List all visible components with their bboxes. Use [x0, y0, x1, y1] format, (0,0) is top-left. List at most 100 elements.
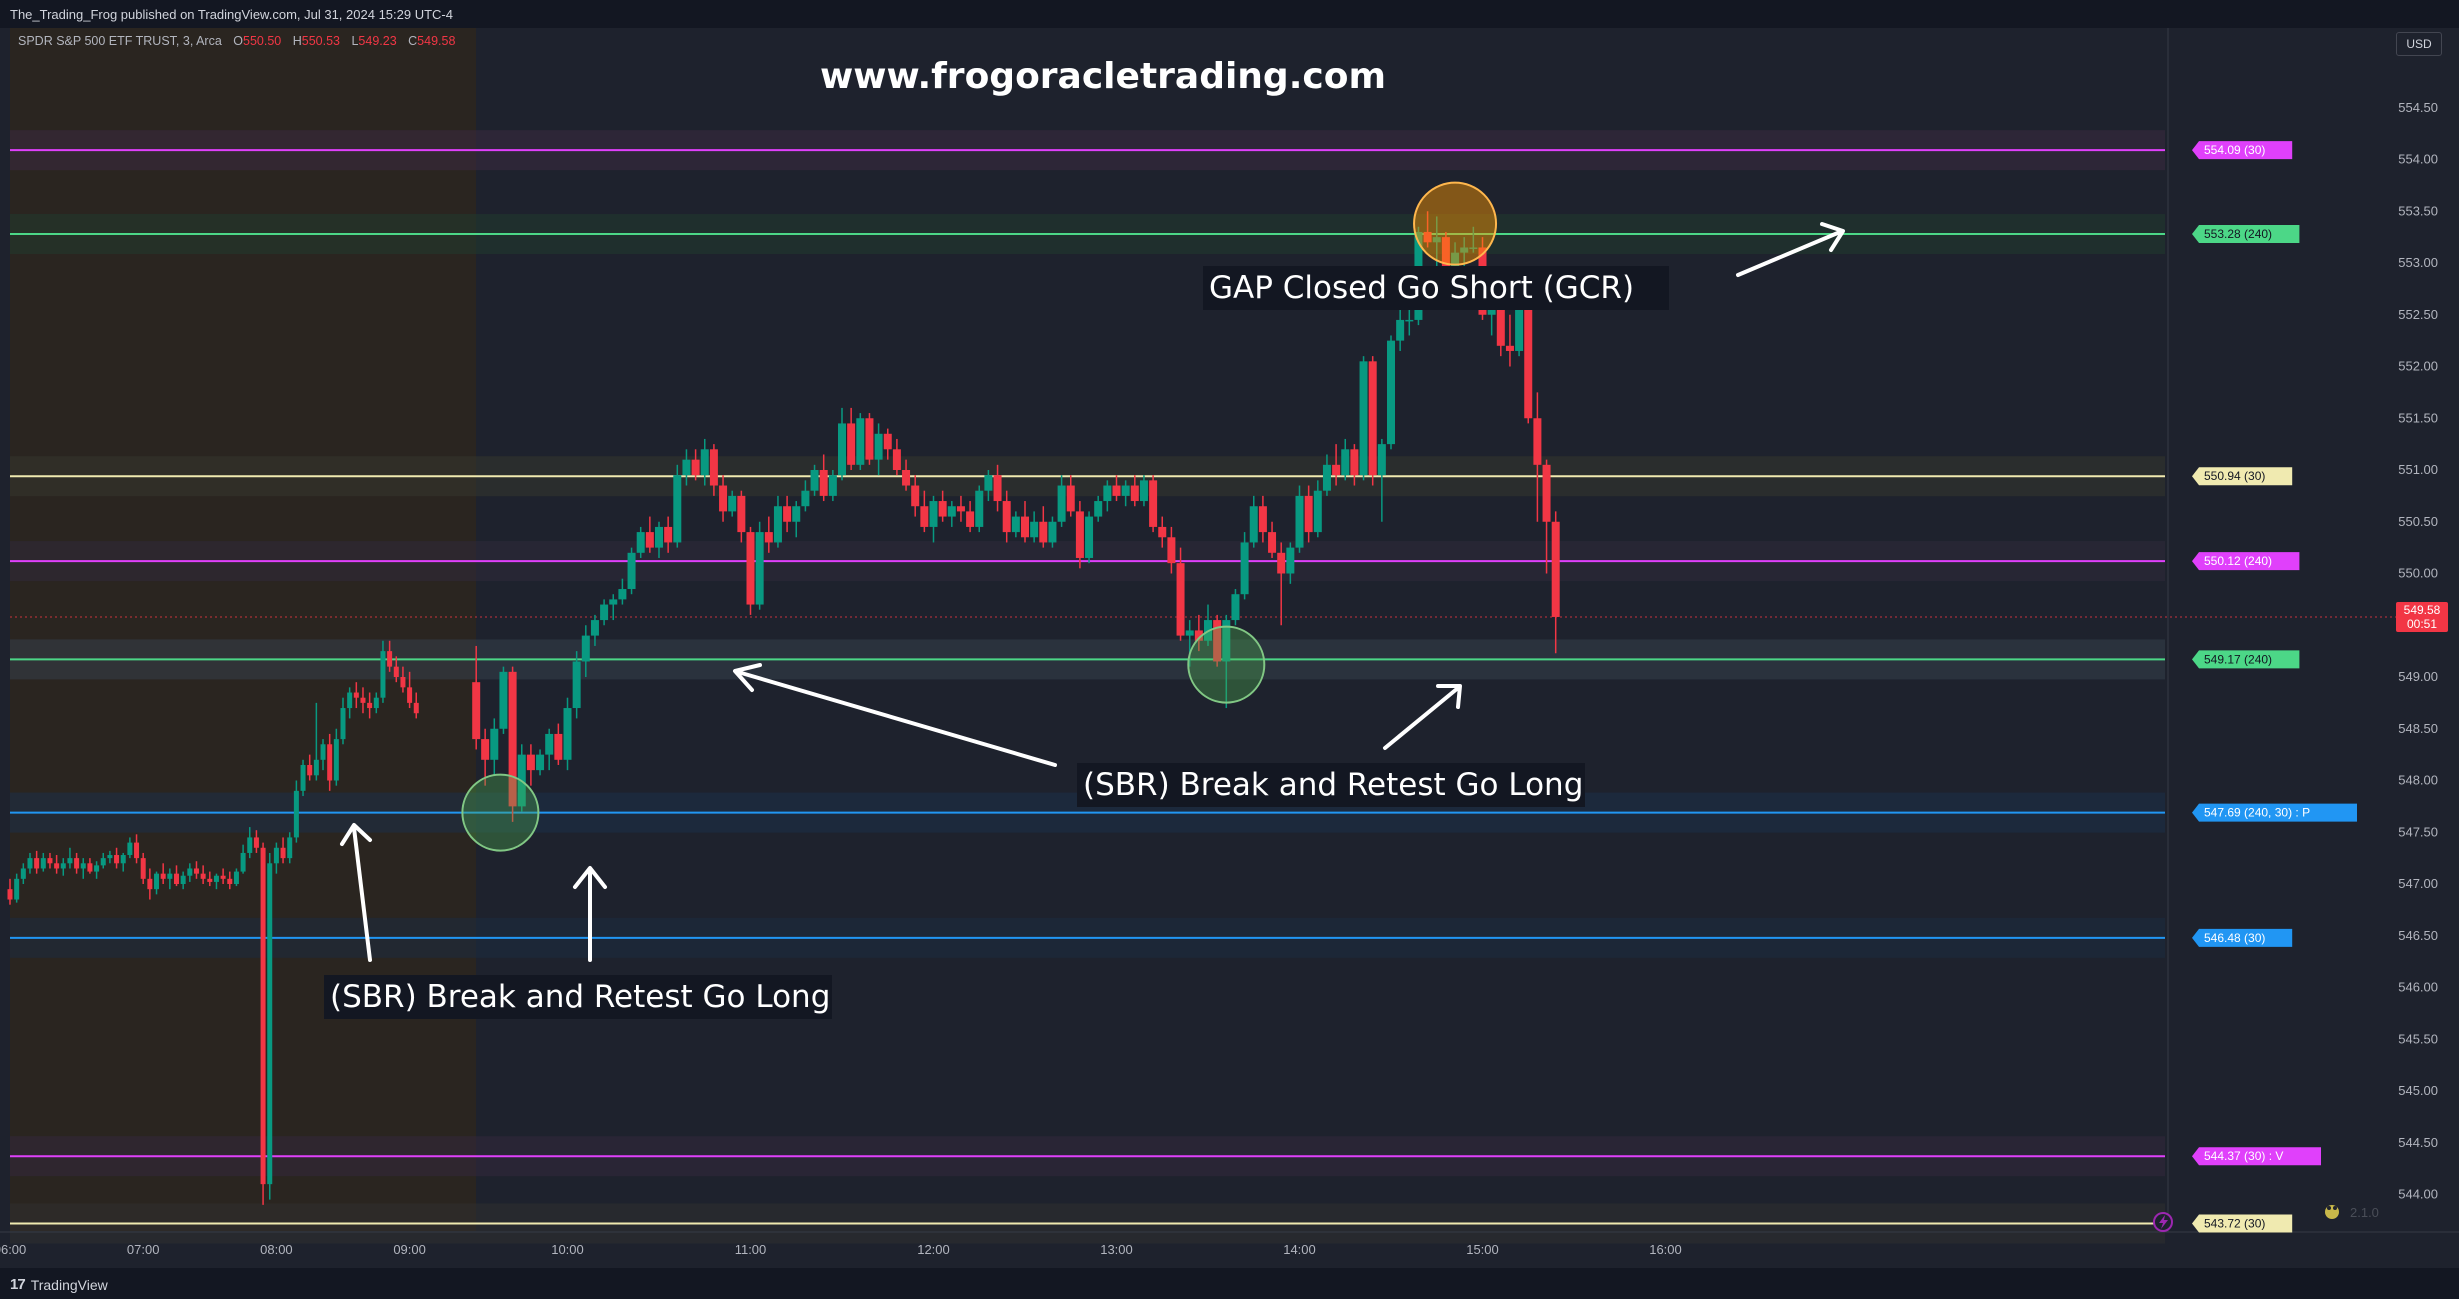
- candle[interactable]: [1341, 438, 1350, 481]
- candle[interactable]: [1551, 511, 1560, 654]
- candle[interactable]: [7, 878, 13, 905]
- candle[interactable]: [1396, 309, 1405, 351]
- candle[interactable]: [1286, 542, 1295, 584]
- candle[interactable]: [80, 858, 86, 879]
- candle[interactable]: [373, 692, 379, 714]
- candle[interactable]: [746, 526, 755, 615]
- candle[interactable]: [938, 490, 947, 522]
- candle[interactable]: [618, 578, 627, 605]
- candle[interactable]: [508, 666, 517, 822]
- candle[interactable]: [1112, 475, 1121, 502]
- candle[interactable]: [227, 871, 233, 890]
- candle[interactable]: [1542, 459, 1551, 574]
- candle[interactable]: [1387, 335, 1395, 450]
- candle[interactable]: [1085, 511, 1094, 564]
- candle[interactable]: [810, 464, 819, 496]
- candle[interactable]: [956, 495, 965, 522]
- candle[interactable]: [472, 645, 481, 750]
- candle[interactable]: [572, 651, 581, 719]
- candle[interactable]: [1304, 485, 1313, 543]
- candle[interactable]: [220, 868, 226, 884]
- candle[interactable]: [1249, 495, 1258, 548]
- candle[interactable]: [1377, 438, 1386, 522]
- candle[interactable]: [67, 847, 73, 869]
- candle[interactable]: [1405, 309, 1414, 336]
- candle[interactable]: [929, 495, 938, 543]
- candle[interactable]: [773, 495, 782, 548]
- candle[interactable]: [20, 863, 26, 884]
- candle[interactable]: [320, 739, 326, 771]
- candle[interactable]: [1103, 480, 1112, 512]
- price-axis[interactable]: 544.00 544.50 545.00 545.50 546.00 546.50 547.…: [2398, 100, 2438, 1202]
- candle[interactable]: [1231, 589, 1240, 626]
- candle[interactable]: [682, 449, 691, 486]
- currency-button[interactable]: USD: [2396, 32, 2442, 56]
- candle[interactable]: [87, 858, 93, 874]
- candle[interactable]: [673, 464, 682, 548]
- candle[interactable]: [167, 868, 173, 890]
- candle[interactable]: [700, 438, 709, 486]
- candle[interactable]: [1039, 506, 1048, 548]
- candle[interactable]: [233, 868, 239, 887]
- candle[interactable]: [545, 728, 554, 771]
- candle[interactable]: [664, 516, 673, 553]
- candle[interactable]: [865, 413, 874, 465]
- candle[interactable]: [755, 521, 764, 610]
- candle[interactable]: [709, 444, 718, 496]
- candle[interactable]: [27, 852, 33, 874]
- candle[interactable]: [1222, 614, 1231, 709]
- candle[interactable]: [691, 449, 700, 481]
- candle[interactable]: [260, 842, 266, 1205]
- candle[interactable]: [273, 842, 279, 874]
- candle[interactable]: [400, 666, 406, 693]
- candle[interactable]: [902, 459, 911, 491]
- candle[interactable]: [380, 640, 386, 703]
- candle[interactable]: [1213, 614, 1222, 667]
- candle[interactable]: [300, 759, 306, 797]
- candle[interactable]: [114, 847, 120, 869]
- candle[interactable]: [200, 865, 206, 884]
- candle[interactable]: [14, 873, 20, 903]
- candle[interactable]: [207, 871, 213, 887]
- candle[interactable]: [187, 863, 193, 882]
- candle[interactable]: [367, 692, 373, 719]
- candle[interactable]: [581, 625, 590, 677]
- candle[interactable]: [1240, 532, 1249, 600]
- lightning-icon[interactable]: [2153, 1212, 2173, 1232]
- candle[interactable]: [1158, 516, 1167, 548]
- candle[interactable]: [1268, 521, 1277, 558]
- candle[interactable]: [213, 873, 219, 890]
- candle[interactable]: [819, 454, 828, 502]
- candle[interactable]: [94, 861, 100, 879]
- candle[interactable]: [719, 475, 728, 522]
- candle[interactable]: [154, 871, 160, 895]
- candle[interactable]: [609, 594, 618, 621]
- candle[interactable]: [966, 501, 975, 533]
- candle[interactable]: [847, 407, 856, 470]
- candle[interactable]: [333, 728, 339, 786]
- candle[interactable]: [883, 428, 892, 460]
- candle[interactable]: [120, 852, 126, 872]
- candle[interactable]: [327, 733, 333, 791]
- candle[interactable]: [1030, 511, 1039, 543]
- candle[interactable]: [1185, 620, 1194, 667]
- candle[interactable]: [407, 671, 413, 709]
- candle[interactable]: [1332, 444, 1341, 486]
- candle[interactable]: [280, 837, 286, 864]
- candle[interactable]: [247, 827, 253, 859]
- candle[interactable]: [563, 697, 572, 771]
- candle[interactable]: [1505, 314, 1514, 367]
- candle[interactable]: [856, 413, 865, 470]
- candle[interactable]: [636, 526, 645, 558]
- candle[interactable]: [1094, 495, 1103, 522]
- candle[interactable]: [1295, 485, 1304, 553]
- candle[interactable]: [947, 501, 956, 527]
- candle[interactable]: [1149, 475, 1158, 533]
- candle[interactable]: [34, 850, 40, 874]
- candle[interactable]: [287, 832, 293, 864]
- candle[interactable]: [1048, 516, 1057, 548]
- candle[interactable]: [1322, 454, 1331, 496]
- candle[interactable]: [347, 687, 353, 719]
- candle[interactable]: [728, 490, 737, 517]
- candle[interactable]: [993, 464, 1002, 512]
